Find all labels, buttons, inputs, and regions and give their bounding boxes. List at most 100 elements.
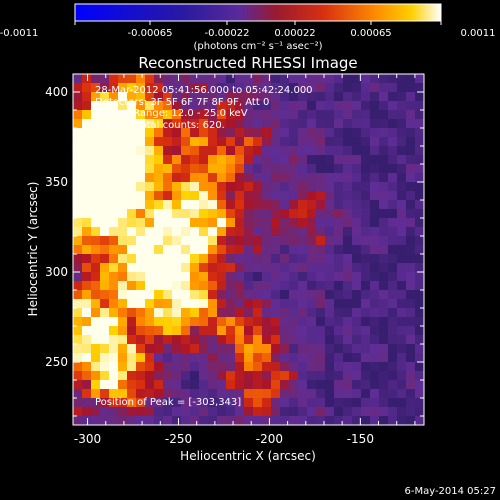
heatmap-cell xyxy=(172,155,182,165)
heatmap-cell xyxy=(253,407,263,417)
heatmap-cell xyxy=(100,218,110,228)
heatmap-cell xyxy=(82,299,92,309)
heatmap-cell xyxy=(370,344,380,354)
heatmap-cell xyxy=(181,254,191,264)
heatmap-cell xyxy=(298,380,308,390)
heatmap-cell xyxy=(208,92,218,102)
heatmap-cell xyxy=(415,326,424,336)
heatmap-cell xyxy=(334,191,344,201)
heatmap-cell xyxy=(388,398,398,408)
heatmap-cell xyxy=(370,371,380,381)
heatmap-cell xyxy=(316,362,326,372)
heatmap-cell xyxy=(145,83,155,93)
heatmap-cell xyxy=(388,407,398,417)
heatmap-cell xyxy=(136,209,146,219)
heatmap-cell xyxy=(361,101,371,111)
heatmap-cell xyxy=(136,191,146,201)
heatmap-cell xyxy=(73,173,83,183)
heatmap-cell xyxy=(325,191,335,201)
heatmap-cell xyxy=(406,209,416,219)
heatmap-cell xyxy=(271,119,281,129)
heatmap-cell xyxy=(127,164,137,174)
heatmap-cell xyxy=(361,227,371,237)
heatmap-cell xyxy=(316,398,326,408)
heatmap-cell xyxy=(235,101,245,111)
heatmap-cell xyxy=(271,407,281,417)
heatmap-cell xyxy=(208,353,218,363)
heatmap-cell xyxy=(298,182,308,192)
heatmap-cell xyxy=(370,254,380,264)
heatmap-cell xyxy=(289,74,299,84)
heatmap-cell xyxy=(325,326,335,336)
heatmap-cell xyxy=(172,407,182,417)
heatmap-cell xyxy=(397,164,407,174)
heatmap-cell xyxy=(262,326,272,336)
heatmap-cell xyxy=(289,164,299,174)
heatmap-cell xyxy=(127,128,137,138)
heatmap-cell xyxy=(199,317,209,327)
heatmap-cell xyxy=(172,173,182,183)
heatmap-cell xyxy=(397,209,407,219)
heatmap-cell xyxy=(118,137,128,147)
heatmap-cell xyxy=(217,110,227,120)
heatmap-cell xyxy=(253,74,263,84)
heatmap-cell xyxy=(235,389,245,399)
colorbar-tick-label: -0.0011 xyxy=(0,28,38,39)
heatmap-cell xyxy=(262,182,272,192)
heatmap-cell xyxy=(361,344,371,354)
heatmap-cell xyxy=(208,398,218,408)
heatmap-cell xyxy=(100,317,110,327)
heatmap-cell xyxy=(343,272,353,282)
heatmap-cell xyxy=(91,101,101,111)
heatmap-cell xyxy=(352,389,362,399)
heatmap-cell xyxy=(352,110,362,120)
heatmap-cell xyxy=(244,281,254,291)
heatmap-cell xyxy=(145,290,155,300)
heatmap-cell xyxy=(208,128,218,138)
heatmap-cell xyxy=(181,164,191,174)
heatmap-cell xyxy=(226,245,236,255)
heatmap-cell xyxy=(280,335,290,345)
heatmap-cell xyxy=(289,173,299,183)
heatmap-cell xyxy=(226,344,236,354)
heatmap-cell xyxy=(244,335,254,345)
heatmap-cell xyxy=(262,209,272,219)
heatmap-cell xyxy=(298,326,308,336)
heatmap-cell xyxy=(226,119,236,129)
heatmap-cell xyxy=(127,119,137,129)
heatmap-cell xyxy=(397,119,407,129)
colorbar-tick-label: 0.00065 xyxy=(350,28,391,39)
heatmap-cell xyxy=(289,128,299,138)
heatmap-cell xyxy=(208,407,218,417)
heatmap-cell xyxy=(181,182,191,192)
heatmap-cell xyxy=(190,200,200,210)
heatmap-cell xyxy=(145,362,155,372)
heatmap-cell xyxy=(145,299,155,309)
heatmap-cell xyxy=(145,281,155,291)
heatmap-cell xyxy=(343,137,353,147)
heatmap-cell xyxy=(271,236,281,246)
heatmap-cell xyxy=(208,245,218,255)
heatmap-cell xyxy=(109,119,119,129)
heatmap-cell xyxy=(109,389,119,399)
heatmap-cell xyxy=(361,416,371,425)
heatmap-cell xyxy=(127,110,137,120)
heatmap-cell xyxy=(334,209,344,219)
heatmap-cell xyxy=(370,119,380,129)
heatmap-cell xyxy=(316,416,326,425)
heatmap-cell xyxy=(370,164,380,174)
y-tick-label: 400 xyxy=(45,85,68,99)
heatmap-cell xyxy=(73,164,83,174)
heatmap-cell xyxy=(379,245,389,255)
heatmap-cell xyxy=(397,380,407,390)
heatmap-cell xyxy=(217,137,227,147)
heatmap-cell xyxy=(325,128,335,138)
heatmap-cell xyxy=(397,173,407,183)
heatmap-cell xyxy=(127,173,137,183)
heatmap-cell xyxy=(406,398,416,408)
heatmap-cell xyxy=(217,353,227,363)
heatmap-cell xyxy=(352,182,362,192)
heatmap-cell xyxy=(199,389,209,399)
heatmap-cell xyxy=(73,209,83,219)
heatmap-cell xyxy=(334,344,344,354)
